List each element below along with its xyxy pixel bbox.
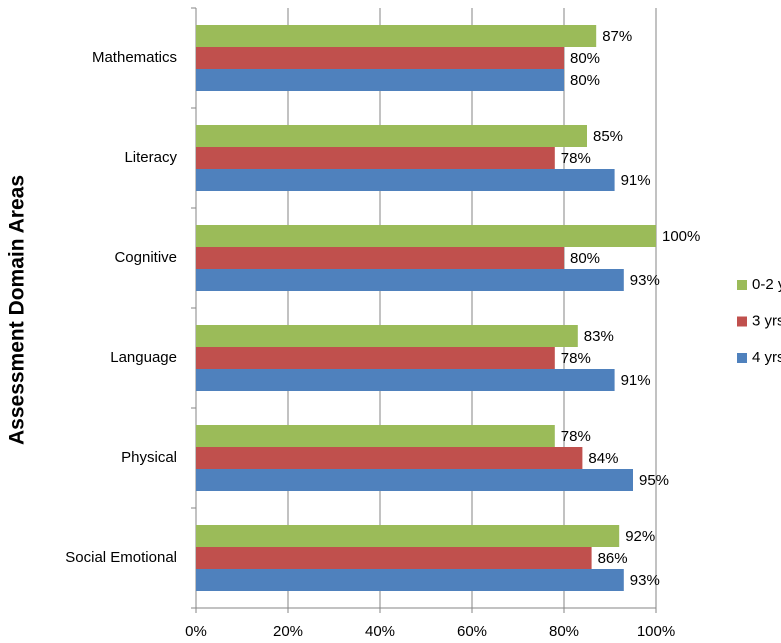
data-label: 84% bbox=[588, 450, 618, 467]
bar bbox=[196, 47, 564, 69]
bar bbox=[196, 247, 564, 269]
y-tick-label: Cognitive bbox=[114, 249, 177, 266]
data-label: 80% bbox=[570, 250, 600, 267]
y-tick-label: Social Emotional bbox=[65, 549, 177, 566]
data-label: 78% bbox=[561, 428, 591, 445]
data-label: 86% bbox=[598, 550, 628, 567]
data-label: 91% bbox=[621, 172, 651, 189]
y-axis-title: Assessment Domain Areas bbox=[6, 175, 29, 445]
bar bbox=[196, 447, 583, 469]
legend-swatch bbox=[737, 316, 747, 327]
bar bbox=[196, 225, 656, 247]
data-label: 78% bbox=[561, 150, 591, 167]
legend-label: 4 yrs bbox=[752, 349, 781, 366]
bar bbox=[196, 147, 555, 169]
y-tick-label: Physical bbox=[121, 449, 177, 466]
bar bbox=[196, 169, 615, 191]
bar bbox=[196, 125, 587, 147]
bar bbox=[196, 469, 633, 491]
bar bbox=[196, 547, 592, 569]
data-label: 85% bbox=[593, 128, 623, 145]
bar bbox=[196, 369, 615, 391]
bar bbox=[196, 425, 555, 447]
x-tick-label: 100% bbox=[637, 623, 675, 640]
bar bbox=[196, 569, 624, 591]
x-tick-label: 20% bbox=[273, 623, 303, 640]
x-tick-label: 80% bbox=[549, 623, 579, 640]
y-tick-label: Language bbox=[110, 349, 177, 366]
y-tick-label: Mathematics bbox=[92, 49, 177, 66]
data-label: 78% bbox=[561, 350, 591, 367]
bar bbox=[196, 69, 564, 91]
data-label: 87% bbox=[602, 28, 632, 45]
data-label: 95% bbox=[639, 472, 669, 489]
data-label: 80% bbox=[570, 50, 600, 67]
bar bbox=[196, 269, 624, 291]
x-tick-label: 0% bbox=[185, 623, 207, 640]
data-label: 91% bbox=[621, 372, 651, 389]
x-tick-label: 60% bbox=[457, 623, 487, 640]
bar bbox=[196, 25, 597, 47]
x-tick-label: 40% bbox=[365, 623, 395, 640]
bar bbox=[196, 347, 555, 369]
data-label: 93% bbox=[630, 572, 660, 589]
y-tick-label: Literacy bbox=[124, 149, 177, 166]
legend-swatch bbox=[737, 280, 747, 290]
data-label: 92% bbox=[625, 528, 655, 545]
legend-swatch bbox=[737, 353, 747, 363]
legend-label: 3 yrs bbox=[752, 312, 781, 329]
legend-label: 0-2 yrs bbox=[752, 276, 781, 293]
data-label: 100% bbox=[662, 228, 700, 245]
data-label: 83% bbox=[584, 328, 614, 345]
data-label: 80% bbox=[570, 72, 600, 89]
bar bbox=[196, 325, 578, 347]
data-label: 93% bbox=[630, 272, 660, 289]
bar bbox=[196, 525, 620, 547]
